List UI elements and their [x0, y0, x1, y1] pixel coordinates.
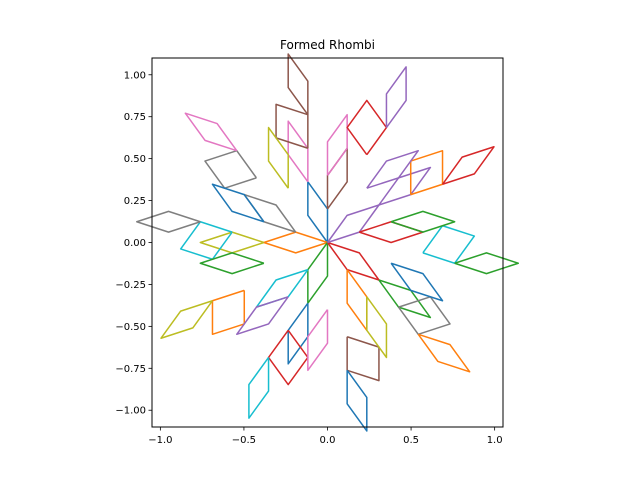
rhombus-17 — [204, 149, 258, 189]
y-tick-label: 0.50 — [124, 154, 146, 165]
rhombus-39 — [248, 357, 270, 419]
plot-area — [136, 53, 519, 432]
x-tick-label: 0.5 — [403, 435, 419, 446]
x-tick-label: 1.0 — [487, 435, 503, 446]
x-tick-label: 0.0 — [320, 435, 336, 446]
rhombus-36 — [184, 112, 238, 152]
rhombus-38 — [160, 300, 214, 339]
y-tick-label: −1.00 — [115, 406, 146, 417]
rhombus-28 — [366, 296, 388, 359]
rhombus-8 — [199, 231, 265, 254]
y-tick-label: 0.25 — [124, 196, 146, 207]
rhombus-21 — [211, 289, 246, 336]
x-tick-label: −0.5 — [232, 435, 256, 446]
rhombus-33 — [346, 99, 388, 156]
x-tick-label: −1.0 — [148, 435, 172, 446]
x-axis: −1.0 −0.5 0.0 0.5 1.0 — [148, 427, 503, 446]
rhombus-23 — [267, 329, 309, 386]
rhombus-37 — [136, 210, 201, 233]
rhombus-25 — [346, 336, 380, 382]
rhombus-30 — [390, 262, 444, 302]
rhombus-32 — [390, 210, 456, 233]
rhombus-27 — [397, 296, 451, 336]
y-tick-label: −0.75 — [115, 364, 146, 375]
rhombus-22 — [199, 252, 265, 275]
rhombus-6 — [287, 120, 309, 183]
rhombus-20 — [211, 183, 265, 223]
rhombus-35 — [287, 53, 309, 116]
y-tick-label: 0.00 — [124, 238, 146, 249]
rhombus-26 — [307, 309, 329, 372]
rhombus-44 — [385, 66, 407, 128]
rhombus-10 — [287, 302, 309, 365]
rhombus-40 — [346, 369, 368, 432]
y-axis: −1.00 −0.75 −0.50 −0.25 0.00 0.25 0.50 0.75 1.00 — [115, 70, 152, 417]
rhombus-15 — [275, 103, 309, 149]
chart-title: Formed Rhombi — [280, 38, 375, 52]
rhombus-29 — [422, 224, 476, 264]
rhombus-41 — [417, 333, 471, 373]
rhombus-14 — [378, 166, 432, 206]
rhombus-12 — [378, 279, 432, 319]
rhombus-16 — [326, 113, 348, 176]
rhombus-19 — [179, 221, 233, 261]
rhombus-24 — [236, 296, 289, 336]
rhombus-42 — [454, 252, 519, 275]
y-tick-label: −0.50 — [115, 322, 146, 333]
rhombus-43 — [441, 146, 495, 185]
y-tick-label: 1.00 — [124, 70, 146, 81]
y-tick-label: −0.25 — [115, 280, 146, 291]
rhombus-34 — [366, 149, 419, 189]
y-tick-label: 0.75 — [124, 112, 146, 123]
rhombus-31 — [409, 149, 444, 196]
rhombus-18 — [267, 126, 289, 189]
